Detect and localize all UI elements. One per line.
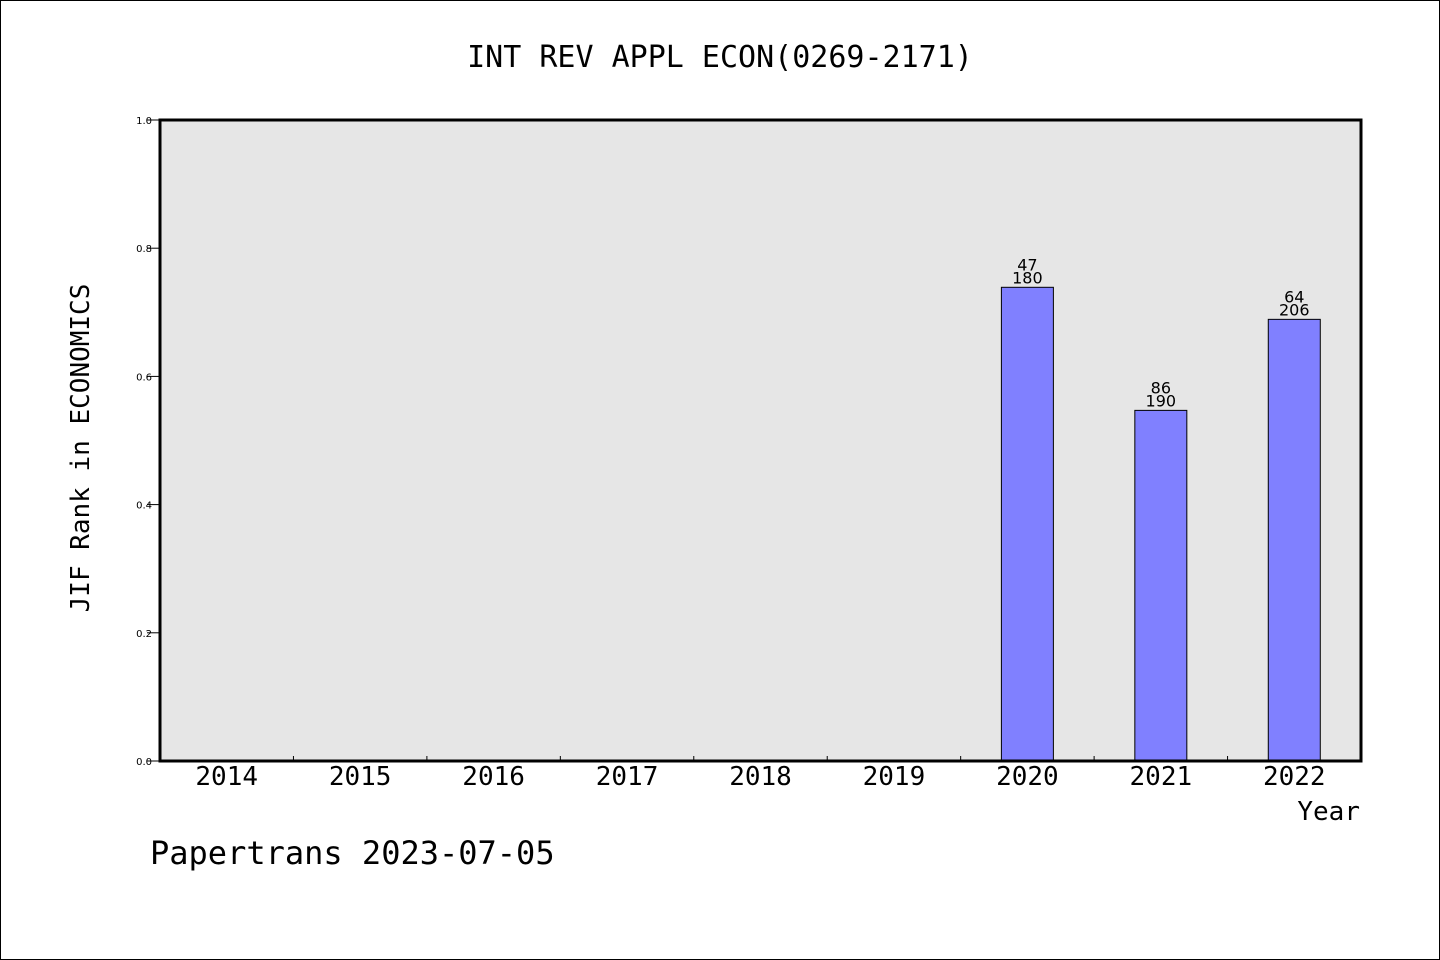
x-axis: 2014 2015 2016 2017 2018 2019 2020 2021 2022 [195,756,1326,792]
plot-border [158,118,1363,763]
x-tick-label: 2014 [195,762,258,792]
y-axis: 0.0 0.2 0.4 0.6 0.8 1.0 [136,116,160,768]
x-tick-label: 2021 [1130,762,1193,792]
x-tick-label: 2016 [462,762,525,792]
y-tick-label: 0.8 [136,244,152,255]
bar-rank-label: 64 [1284,287,1304,306]
bar-total-label: 190 [1146,391,1177,410]
y-tick-label: 0.6 [136,372,152,383]
y-tick-label: 1.0 [136,116,152,127]
y-tick-label: 0.2 [136,629,152,640]
x-tick-label: 2020 [996,762,1059,792]
bar-rank-label: 86 [1151,378,1171,397]
bar-2022 [1267,318,1321,762]
bar-total-label: 180 [1012,268,1043,287]
x-tick-label: 2022 [1263,762,1326,792]
chart-title: INT REV APPL ECON(0269-2171) [467,40,973,75]
x-tick-label: 2017 [596,762,659,792]
y-tick-label: 0.0 [136,757,152,768]
bar-rank-label: 47 [1017,255,1037,274]
bar-2021 [1134,409,1188,762]
bar-2020 [1000,286,1054,762]
x-tick-label: 2018 [729,762,792,792]
source-credit: Papertrans 2023-07-05 [150,834,555,872]
bars-layer [1000,286,1321,762]
x-axis-label: Year [1297,797,1360,827]
x-tick-label: 2019 [863,762,926,792]
bar-total-label: 206 [1279,300,1310,319]
x-tick-label: 2015 [329,762,392,792]
y-tick-label: 0.4 [136,501,152,512]
y-axis-label: JIF Rank in ECONOMICS [66,284,96,613]
